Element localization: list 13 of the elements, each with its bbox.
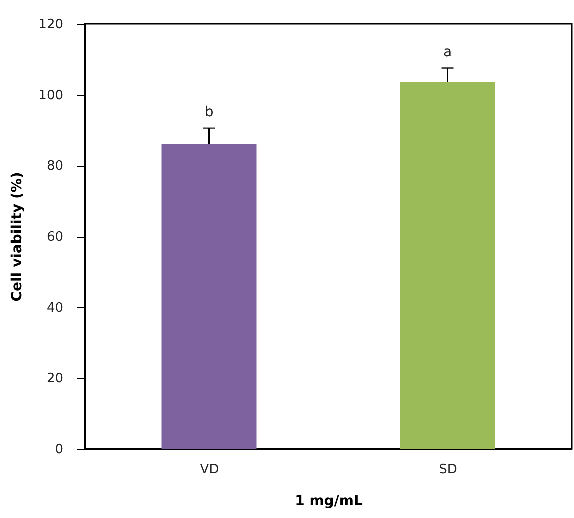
- y-tick-label: 100: [38, 88, 64, 104]
- annotation: a: [443, 44, 452, 60]
- x-axis-title: 1 mg/mL: [295, 494, 363, 510]
- annotation: b: [204, 104, 214, 120]
- y-tick-label: 120: [38, 18, 64, 32]
- y-tick-label: 60: [46, 230, 64, 245]
- x-tick-label: VD: [200, 462, 220, 478]
- y-tick-label: 0: [55, 442, 64, 458]
- x-tick-label: SD: [439, 462, 458, 478]
- y-tick-label: 80: [46, 159, 64, 174]
- y-tick-label: 40: [46, 300, 64, 316]
- y-axis-title: Cell viability (%): [10, 172, 26, 302]
- y-tick-label: 20: [46, 372, 64, 387]
